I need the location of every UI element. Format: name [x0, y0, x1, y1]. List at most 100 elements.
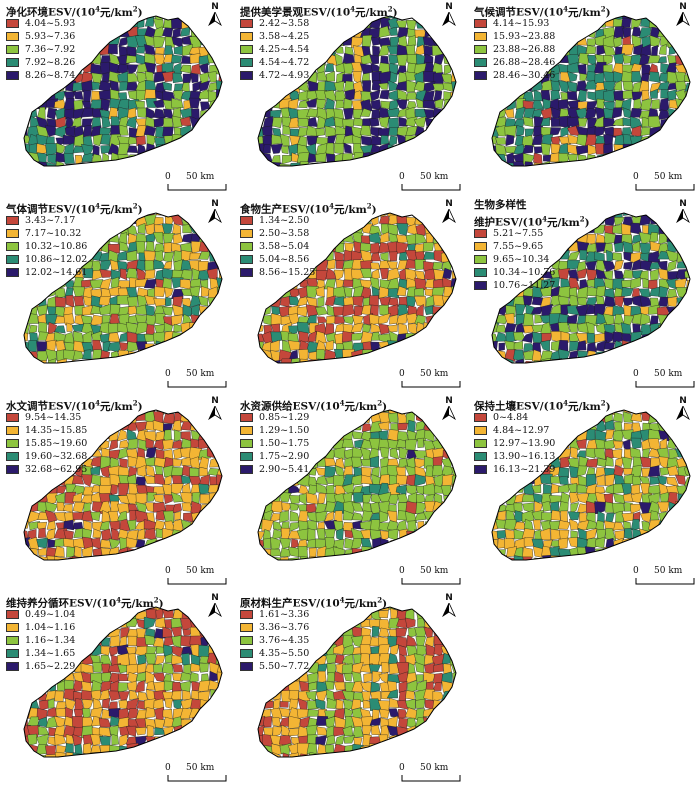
district-cell — [65, 362, 75, 369]
legend-swatch — [474, 413, 487, 422]
district-cell — [559, 99, 569, 108]
district-cell — [172, 224, 181, 235]
district-cell — [109, 440, 118, 450]
district-cell — [27, 734, 36, 745]
district-cell — [426, 727, 436, 735]
district-cell — [461, 232, 462, 244]
district-cell — [450, 716, 462, 728]
district-cell — [397, 494, 408, 503]
district-cell — [641, 538, 651, 547]
district-cell — [676, 430, 687, 441]
district-cell — [227, 683, 228, 693]
district-cell — [603, 360, 615, 369]
district-cell — [298, 127, 308, 137]
district-cell — [153, 350, 165, 361]
district-cell — [100, 556, 111, 566]
north-arrow-shape — [208, 12, 222, 26]
district-cell — [613, 118, 624, 126]
district-cell — [308, 682, 317, 691]
district-cell — [38, 528, 46, 538]
district-cell — [459, 72, 462, 82]
district-cell — [315, 153, 326, 162]
district-cell — [93, 233, 101, 244]
district-cell — [443, 53, 452, 64]
district-cell — [137, 529, 145, 540]
district-cell — [57, 486, 67, 494]
legend-label: 1.50~1.75 — [259, 438, 309, 449]
district-cell — [694, 430, 696, 440]
north-arrow-icon: N — [442, 2, 456, 29]
legend-item: 5.04~8.56 — [240, 253, 315, 266]
legend-swatch — [240, 58, 253, 67]
district-cell — [164, 243, 172, 253]
district-cell — [578, 53, 588, 65]
district-cell — [90, 359, 102, 369]
scale-distance-label: 50 km — [420, 172, 448, 182]
district-cell — [423, 610, 434, 619]
district-cell — [226, 44, 228, 56]
district-cell — [273, 726, 283, 736]
district-cell — [335, 316, 345, 324]
district-cell — [174, 45, 183, 55]
district-cell — [397, 404, 407, 413]
district-cell — [227, 144, 228, 155]
district-cell — [334, 153, 343, 164]
district-cell — [164, 144, 175, 155]
district-cell — [578, 118, 587, 126]
legend-swatch — [474, 255, 487, 264]
district-cell — [460, 638, 462, 645]
district-cell — [425, 206, 435, 218]
district-cell — [226, 331, 228, 342]
district-cell — [487, 501, 499, 510]
district-cell — [371, 109, 380, 119]
district-cell — [603, 118, 615, 127]
district-cell — [360, 361, 372, 369]
district-cell — [580, 250, 587, 260]
district-cell — [460, 447, 462, 459]
district-cell — [226, 665, 228, 674]
district-cell — [263, 298, 271, 308]
district-cell — [567, 81, 576, 92]
district-cell — [198, 161, 209, 172]
district-cell — [693, 117, 696, 129]
district-cell — [660, 10, 668, 19]
district-cell — [450, 107, 462, 119]
legend-swatch — [474, 268, 487, 277]
district-cell — [225, 342, 228, 351]
district-cell — [523, 117, 533, 127]
district-cell — [461, 153, 462, 163]
district-cell — [540, 340, 549, 351]
district-cell — [459, 241, 462, 252]
district-cell — [191, 152, 199, 162]
district-cell — [18, 315, 28, 325]
district-cell — [453, 62, 462, 74]
district-cell — [668, 296, 678, 306]
district-cell — [389, 27, 398, 36]
district-cell — [693, 304, 696, 315]
district-cell — [371, 136, 381, 146]
district-cell — [189, 98, 200, 108]
district-cell — [388, 118, 398, 128]
district-cell — [144, 125, 156, 136]
district-cell — [604, 352, 615, 359]
district-cell — [272, 689, 281, 700]
district-cell — [658, 216, 670, 225]
district-cell — [227, 556, 228, 566]
district-cell — [217, 125, 228, 137]
district-cell — [623, 81, 633, 90]
district-cell — [432, 548, 443, 558]
district-cell — [84, 361, 94, 369]
district-cell — [174, 351, 181, 359]
district-cell — [333, 429, 344, 441]
district-cell — [490, 359, 499, 369]
district-cell — [667, 530, 677, 540]
district-cell — [118, 691, 129, 700]
district-cell — [162, 538, 172, 549]
district-cell — [687, 360, 694, 369]
district-cell — [342, 164, 354, 172]
district-cell — [379, 610, 389, 618]
district-cell — [415, 743, 427, 754]
district-cell — [694, 134, 696, 144]
